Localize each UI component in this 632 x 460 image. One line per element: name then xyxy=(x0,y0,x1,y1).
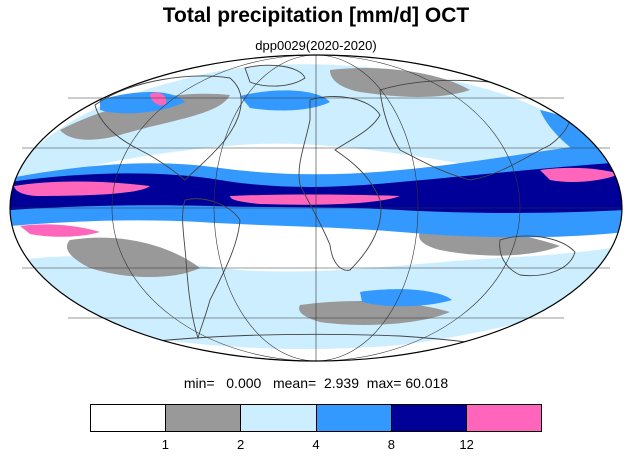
globe-outline xyxy=(9,54,623,362)
precip-region-north-atlantic xyxy=(240,90,330,111)
legend-tick-label: 8 xyxy=(387,437,395,452)
precip-region-extreme-atlantic xyxy=(230,194,400,205)
legend-tick-label: 1 xyxy=(161,437,169,452)
legend-swatch-6 xyxy=(466,405,542,431)
precip-region-extreme-pacific xyxy=(14,181,150,196)
map-title: Total precipitation [mm/d] OCT xyxy=(162,4,470,27)
precip-region-extreme-spcz xyxy=(20,224,100,237)
legend-swatch-5 xyxy=(391,405,467,431)
precip-region-grey-asia xyxy=(330,68,470,97)
precip-region-grey-north xyxy=(60,93,230,140)
legend-swatch-2 xyxy=(166,405,242,431)
max-label: max= xyxy=(366,375,402,391)
legend-tick-label: 4 xyxy=(312,437,320,452)
mean-value: 2.939 xyxy=(323,375,360,391)
legend-swatch-4 xyxy=(316,405,392,431)
precipitation-map xyxy=(9,54,623,362)
precip-region-grey-south-ocean xyxy=(299,300,450,325)
precip-region-grey-south-pacific xyxy=(66,237,200,278)
coastline-europe-africa xyxy=(298,96,382,271)
precip-region-southern-ocean xyxy=(360,289,452,307)
legend-tick-label: 12 xyxy=(459,437,474,452)
min-value: 0.000 xyxy=(226,375,262,391)
mean-label: mean= xyxy=(272,375,317,391)
coastline-greenland xyxy=(244,64,306,87)
map-subtitle: dpp0029(2020-2020) xyxy=(255,38,377,53)
color-legend xyxy=(90,404,542,432)
coastline-australia xyxy=(499,235,576,277)
legend-tick-label: 2 xyxy=(237,437,245,452)
precip-region-heavy-band xyxy=(10,162,622,213)
precip-region-extreme-west-pacific xyxy=(540,167,620,182)
legend-swatch-3 xyxy=(241,405,317,431)
legend-swatch-1 xyxy=(91,405,167,431)
statistics-line: min= 0.000 mean= 2.939 max= 60.018 xyxy=(0,375,632,391)
min-label: min= xyxy=(183,375,215,391)
precip-region-extreme-kuroshio xyxy=(150,92,167,106)
precip-region-grey-indian xyxy=(419,229,560,256)
coastline-north-america xyxy=(94,75,242,181)
max-value: 60.018 xyxy=(405,375,449,391)
